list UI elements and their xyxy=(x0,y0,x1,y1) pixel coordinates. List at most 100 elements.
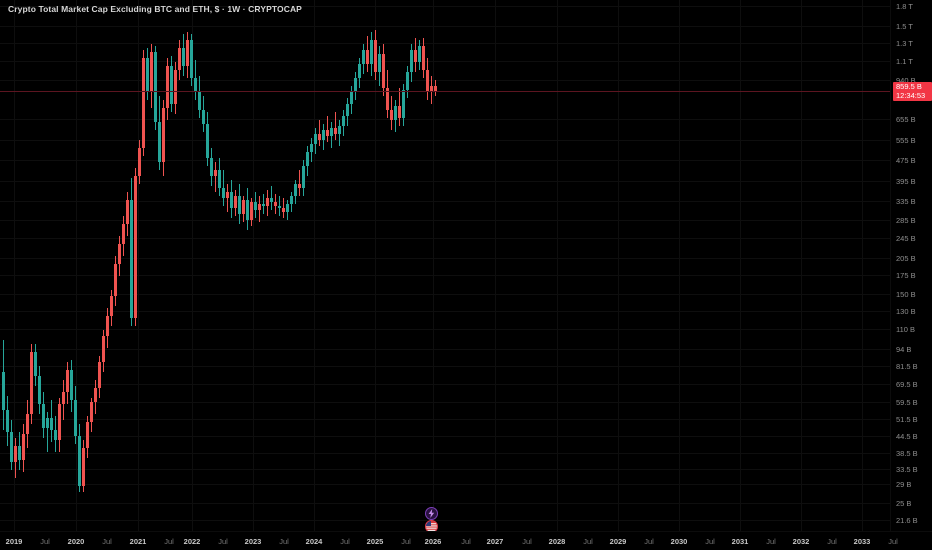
candle-body xyxy=(26,414,29,434)
candlestick xyxy=(338,0,341,531)
horizontal-gridline xyxy=(0,220,890,221)
candlestick xyxy=(262,0,265,531)
candlestick xyxy=(278,0,281,531)
candlestick xyxy=(78,0,81,531)
price-tick-label: 38.5 B xyxy=(896,449,918,458)
price-tick-label: 51.5 B xyxy=(896,415,918,424)
horizontal-gridline xyxy=(0,26,890,27)
candlestick xyxy=(142,0,145,531)
candlestick xyxy=(122,0,125,531)
candlestick xyxy=(410,0,413,531)
candle-body xyxy=(226,192,229,198)
candle-wick xyxy=(227,184,228,212)
candlestick xyxy=(170,0,173,531)
candle-body xyxy=(210,158,213,176)
candle-body xyxy=(286,204,289,212)
price-tick-label: 130 B xyxy=(896,307,916,316)
last-price-tag[interactable]: 859.5 B 12:34:53 xyxy=(893,82,932,101)
candlestick xyxy=(258,0,261,531)
horizontal-gridline xyxy=(0,181,890,182)
candle-body xyxy=(366,50,369,64)
price-scale[interactable]: 859.5 B 12:34:53 1.8 T 1.5 T 1.3 T 1.1 T 940… xyxy=(890,0,932,531)
time-tick-label: Jul xyxy=(279,537,289,546)
candle-body xyxy=(370,40,373,64)
price-tick-label: 285 B xyxy=(896,216,916,225)
vertical-gridline xyxy=(14,0,15,531)
price-tick-label: 81.5 B xyxy=(896,362,918,371)
candlestick xyxy=(222,0,225,531)
time-tick-label: 2027 xyxy=(486,537,504,546)
candlestick xyxy=(226,0,229,531)
candlestick xyxy=(218,0,221,531)
candle-wick xyxy=(299,170,300,196)
candlestick xyxy=(350,0,353,531)
price-tick-label: 175 B xyxy=(896,271,916,280)
price-tick-label: 1.1 T xyxy=(896,57,913,66)
candlestick xyxy=(150,0,153,531)
chart-plot-area[interactable] xyxy=(0,0,890,531)
candle-body xyxy=(394,106,397,120)
candle-body xyxy=(202,110,205,124)
candlestick xyxy=(282,0,285,531)
candle-body xyxy=(178,48,181,70)
time-tick-label: Jul xyxy=(644,537,654,546)
vertical-gridline xyxy=(801,0,802,531)
candlestick xyxy=(354,0,357,531)
candlestick xyxy=(198,0,201,531)
time-tick-label: 2029 xyxy=(609,537,627,546)
candlestick xyxy=(294,0,297,531)
candlestick xyxy=(82,0,85,531)
time-scale[interactable]: 2019 Jul 2020 Jul 2021 Jul 2022 Jul 2023 Jul 2024 J… xyxy=(0,531,932,550)
candlestick xyxy=(130,0,133,531)
candle-body xyxy=(114,264,117,296)
candlestick xyxy=(250,0,253,531)
candlestick xyxy=(2,0,5,531)
chart-legend[interactable]: Crypto Total Market Cap Excluding BTC an… xyxy=(8,4,302,14)
candlestick xyxy=(322,0,325,531)
candlestick xyxy=(286,0,289,531)
price-tick-label: 245 B xyxy=(896,234,916,243)
economic-event-icon[interactable] xyxy=(425,520,438,533)
time-tick-label: Jul xyxy=(888,537,898,546)
candle-body xyxy=(30,352,33,414)
candlestick xyxy=(366,0,369,531)
chart-title: Crypto Total Market Cap Excluding BTC an… xyxy=(8,4,302,14)
candlestick xyxy=(54,0,57,531)
candlestick xyxy=(426,0,429,531)
time-tick-label: 2022 xyxy=(183,537,201,546)
candlestick xyxy=(118,0,121,531)
candle-body xyxy=(18,446,21,460)
candle-body xyxy=(106,316,109,336)
earnings-event-icon[interactable] xyxy=(425,507,438,520)
candlestick xyxy=(306,0,309,531)
candlestick xyxy=(242,0,245,531)
candlestick xyxy=(190,0,193,531)
candle-body xyxy=(50,418,53,430)
candlestick xyxy=(18,0,21,531)
candlestick xyxy=(102,0,105,531)
candlestick xyxy=(266,0,269,531)
horizontal-gridline xyxy=(0,275,890,276)
candle-body xyxy=(290,196,293,204)
candlestick xyxy=(298,0,301,531)
candle-body xyxy=(78,436,81,486)
candlestick xyxy=(374,0,377,531)
candle-body xyxy=(234,196,237,208)
vertical-gridline xyxy=(192,0,193,531)
candlestick xyxy=(134,0,137,531)
vertical-gridline xyxy=(138,0,139,531)
time-tick-label: Jul xyxy=(461,537,471,546)
candle-body xyxy=(150,52,153,92)
vertical-gridline xyxy=(862,0,863,531)
candlestick xyxy=(270,0,273,531)
candle-body xyxy=(70,370,73,400)
price-tick-label: 150 B xyxy=(896,290,916,299)
horizontal-gridline xyxy=(0,503,890,504)
candle-body xyxy=(46,418,49,428)
candlestick xyxy=(106,0,109,531)
candle-body xyxy=(314,134,317,144)
candle-wick xyxy=(215,162,216,192)
candle-wick xyxy=(47,412,48,452)
price-tick-label: 940 B xyxy=(896,76,916,85)
